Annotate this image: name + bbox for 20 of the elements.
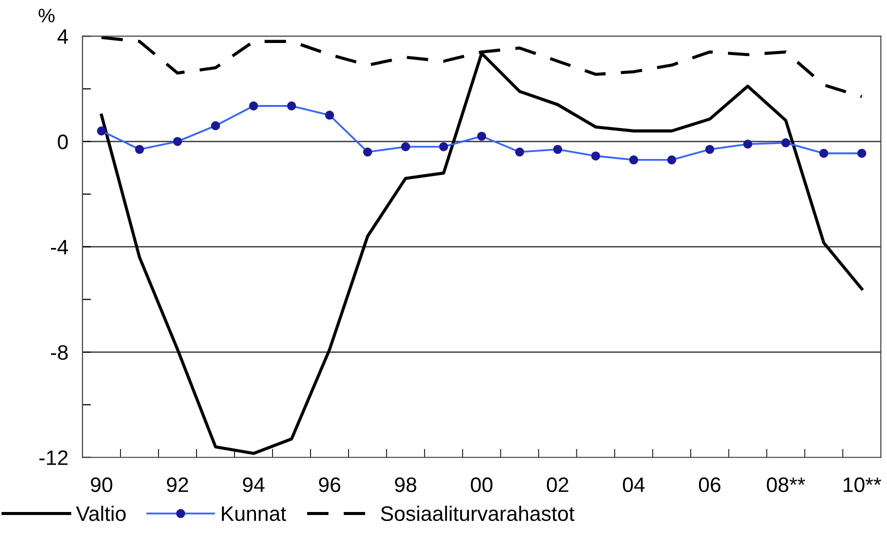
x-tick-label: 08**	[766, 477, 806, 492]
x-tick-label: 10**	[844, 477, 882, 492]
y-tick-label: -8	[51, 345, 68, 360]
y-tick-label: 4	[57, 29, 68, 44]
legend-label: Kunnat	[222, 506, 286, 522]
legend-label: Valtio	[76, 506, 126, 522]
y-tick-label: 0	[58, 134, 68, 150]
x-tick-label: 04	[622, 477, 645, 492]
x-tick-label: 92	[166, 477, 188, 492]
x-tick-label: 90	[90, 477, 112, 492]
legend-label: Sosiaaliturvarahastot	[380, 506, 574, 522]
y-tick-label: -4	[51, 240, 68, 254]
x-tick-label: 96	[318, 477, 340, 492]
x-tick-label: 00	[470, 477, 492, 492]
x-tick-label: 94	[242, 477, 265, 492]
x-tick-label: 02	[546, 477, 568, 492]
x-tick-label: 98	[395, 477, 416, 492]
y-tick-label: -12	[39, 450, 68, 465]
x-tick-label: 06	[698, 477, 720, 492]
y-axis-title: %	[38, 8, 55, 22]
